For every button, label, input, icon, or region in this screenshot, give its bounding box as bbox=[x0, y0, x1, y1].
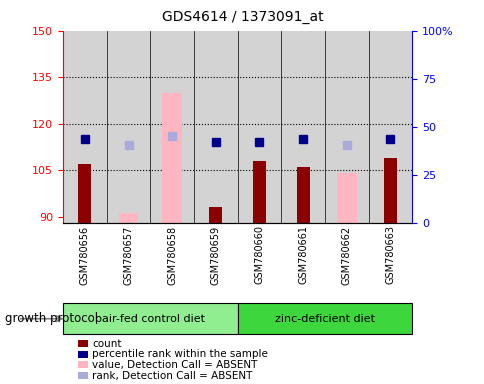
Text: growth protocol: growth protocol bbox=[5, 312, 98, 325]
Bar bbox=[119, 214, 138, 223]
Bar bbox=[253, 161, 265, 223]
Bar bbox=[296, 167, 309, 223]
Text: zinc-deficient diet: zinc-deficient diet bbox=[274, 314, 374, 324]
Bar bbox=[383, 158, 396, 223]
Bar bbox=[63, 303, 237, 334]
Text: count: count bbox=[92, 339, 121, 349]
Bar bbox=[209, 207, 222, 223]
Text: rank, Detection Call = ABSENT: rank, Detection Call = ABSENT bbox=[92, 371, 252, 381]
Bar bbox=[78, 164, 91, 223]
Text: percentile rank within the sample: percentile rank within the sample bbox=[92, 349, 268, 359]
Text: pair-fed control diet: pair-fed control diet bbox=[95, 314, 205, 324]
Bar bbox=[336, 173, 356, 223]
Bar bbox=[162, 93, 182, 223]
Text: value, Detection Call = ABSENT: value, Detection Call = ABSENT bbox=[92, 360, 257, 370]
Text: GDS4614 / 1373091_at: GDS4614 / 1373091_at bbox=[161, 10, 323, 23]
Bar bbox=[237, 303, 411, 334]
